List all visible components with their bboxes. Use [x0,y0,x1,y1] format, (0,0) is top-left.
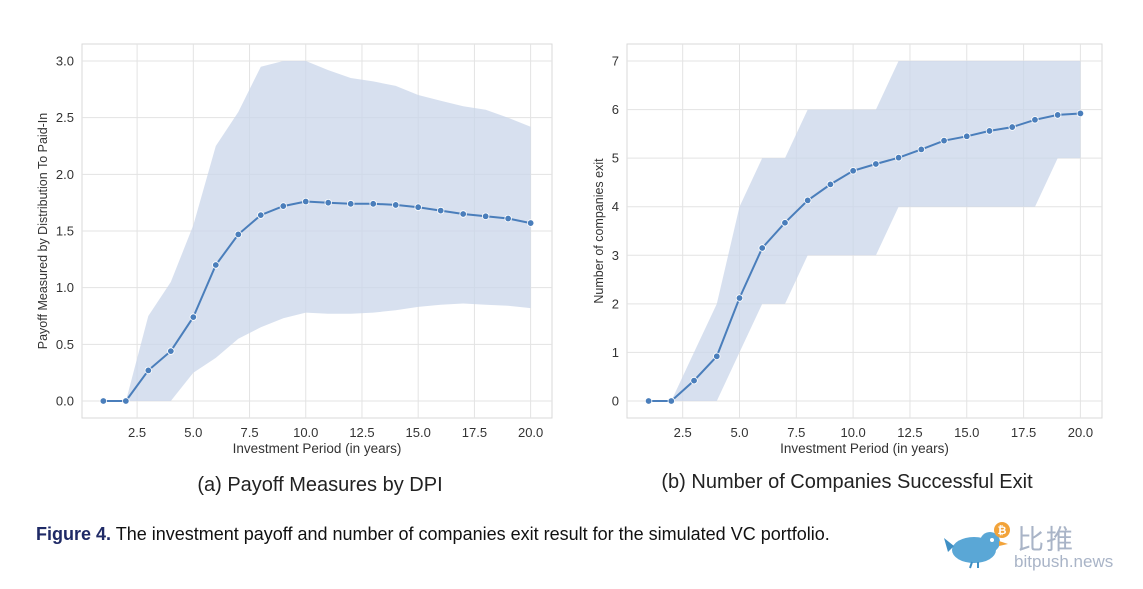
data-point [963,132,971,140]
x-tick-label: 17.5 [462,425,487,440]
data-point [758,244,766,252]
data-point [872,160,880,168]
data-point [526,219,535,227]
y-tick-label: 1 [612,345,619,360]
x-tick-label: 2.5 [128,425,146,440]
x-tick-label: 17.5 [1011,425,1036,440]
x-axis-label: Investment Period (in years) [780,441,949,456]
y-tick-label: 0 [612,394,619,409]
x-tick-label: 2.5 [674,425,692,440]
figure-caption: Figure 4. The investment payoff and numb… [36,524,830,545]
data-point [1031,116,1039,124]
watermark: ₿ 比推 bitpush.news [944,518,1134,574]
figure-label: Figure 4. [36,524,112,544]
y-tick-label: 2.5 [56,110,74,125]
x-tick-label: 5.0 [184,425,202,440]
x-tick-label: 5.0 [730,425,748,440]
data-point [690,376,698,385]
data-point [279,202,287,210]
data-point [459,210,467,218]
data-point [644,397,653,405]
data-point [940,136,948,145]
x-tick-label: 7.5 [787,425,805,440]
y-tick-label: 1.5 [56,224,74,239]
data-point [369,200,377,208]
data-point [99,397,108,405]
x-tick-label: 7.5 [240,425,258,440]
svg-text:₿: ₿ [998,525,1007,537]
data-point [414,203,422,211]
y-tick-label: 3.0 [56,54,74,69]
data-point [667,397,676,405]
y-tick-label: 3 [612,248,619,263]
y-tick-label: 0.5 [56,337,74,352]
data-point [347,200,355,208]
subfigure-caption: (a) Payoff Measures by DPI [197,474,442,496]
data-point [1053,111,1062,119]
data-point [894,153,903,162]
data-point [122,397,130,405]
data-point [849,167,857,175]
chart-b: 2.5 5.0 7.5 10.0 12.5 15.0 17.5 20.0 0 1 2 3 4 5 6 7 Inv… [592,43,1103,493]
x-tick-label: 20.0 [1068,425,1093,440]
y-tick-label: 5 [612,151,619,166]
data-point [234,230,242,239]
x-tick-label: 20.0 [518,425,543,440]
data-point [1008,123,1016,131]
data-point [302,197,310,206]
data-point [504,214,512,223]
y-axis-label: Number of companies exit [592,158,606,304]
y-tick-label: 2 [612,296,619,311]
data-point [917,145,926,154]
data-point [1076,109,1085,118]
y-tick-label: 6 [612,102,619,117]
figure-canvas: 2.5 5.0 7.5 10.0 12.5 15.0 17.5 20.00.00.51.01.… [36,43,1103,496]
x-tick-label: 10.0 [293,425,318,440]
y-tick-label: 0.0 [56,394,74,409]
y-tick-label: 7 [612,54,619,69]
y-tick-label: 1.0 [56,280,74,295]
data-point [713,352,721,361]
data-point [826,180,835,189]
data-point [481,212,490,220]
x-tick-label: 15.0 [954,425,979,440]
y-tick-label: 2.0 [56,167,74,182]
data-point [324,198,332,207]
watermark-chinese: 比推 [1017,525,1075,555]
data-point [803,196,812,205]
data-point [985,127,994,135]
data-point [189,313,198,321]
confidence-band [648,61,1081,401]
confidence-band [103,61,531,401]
x-tick-label: 12.5 [349,425,374,440]
data-point [436,206,445,215]
data-point [144,366,153,375]
x-tick-label: 10.0 [840,425,865,440]
watermark-site: bitpush.news [1014,552,1114,571]
y-axis-label: Payoff Measured by Distribution To Paid-… [36,113,50,350]
chart-a: 2.5 5.0 7.5 10.0 12.5 15.0 17.5 20.0 0.0 0.5 1.0 1.… [36,43,553,496]
data-point [392,201,400,209]
series-line [648,112,1081,402]
y-tick-label: 4 [612,199,619,214]
x-tick-label: 12.5 [897,425,922,440]
data-point [212,261,220,269]
figure-caption-text: The investment payoff and number of comp… [115,524,830,544]
data-point [781,219,789,227]
data-point [735,294,744,302]
bird-logo-icon: ₿ [944,522,1010,569]
series-line [103,200,531,402]
x-tick-label: 15.0 [406,425,431,440]
data-point [167,347,175,355]
x-axis-label: Investment Period (in years) [233,441,402,456]
data-point [257,211,265,219]
subfigure-caption: (b) Number of Companies Successful Exit [661,471,1033,493]
